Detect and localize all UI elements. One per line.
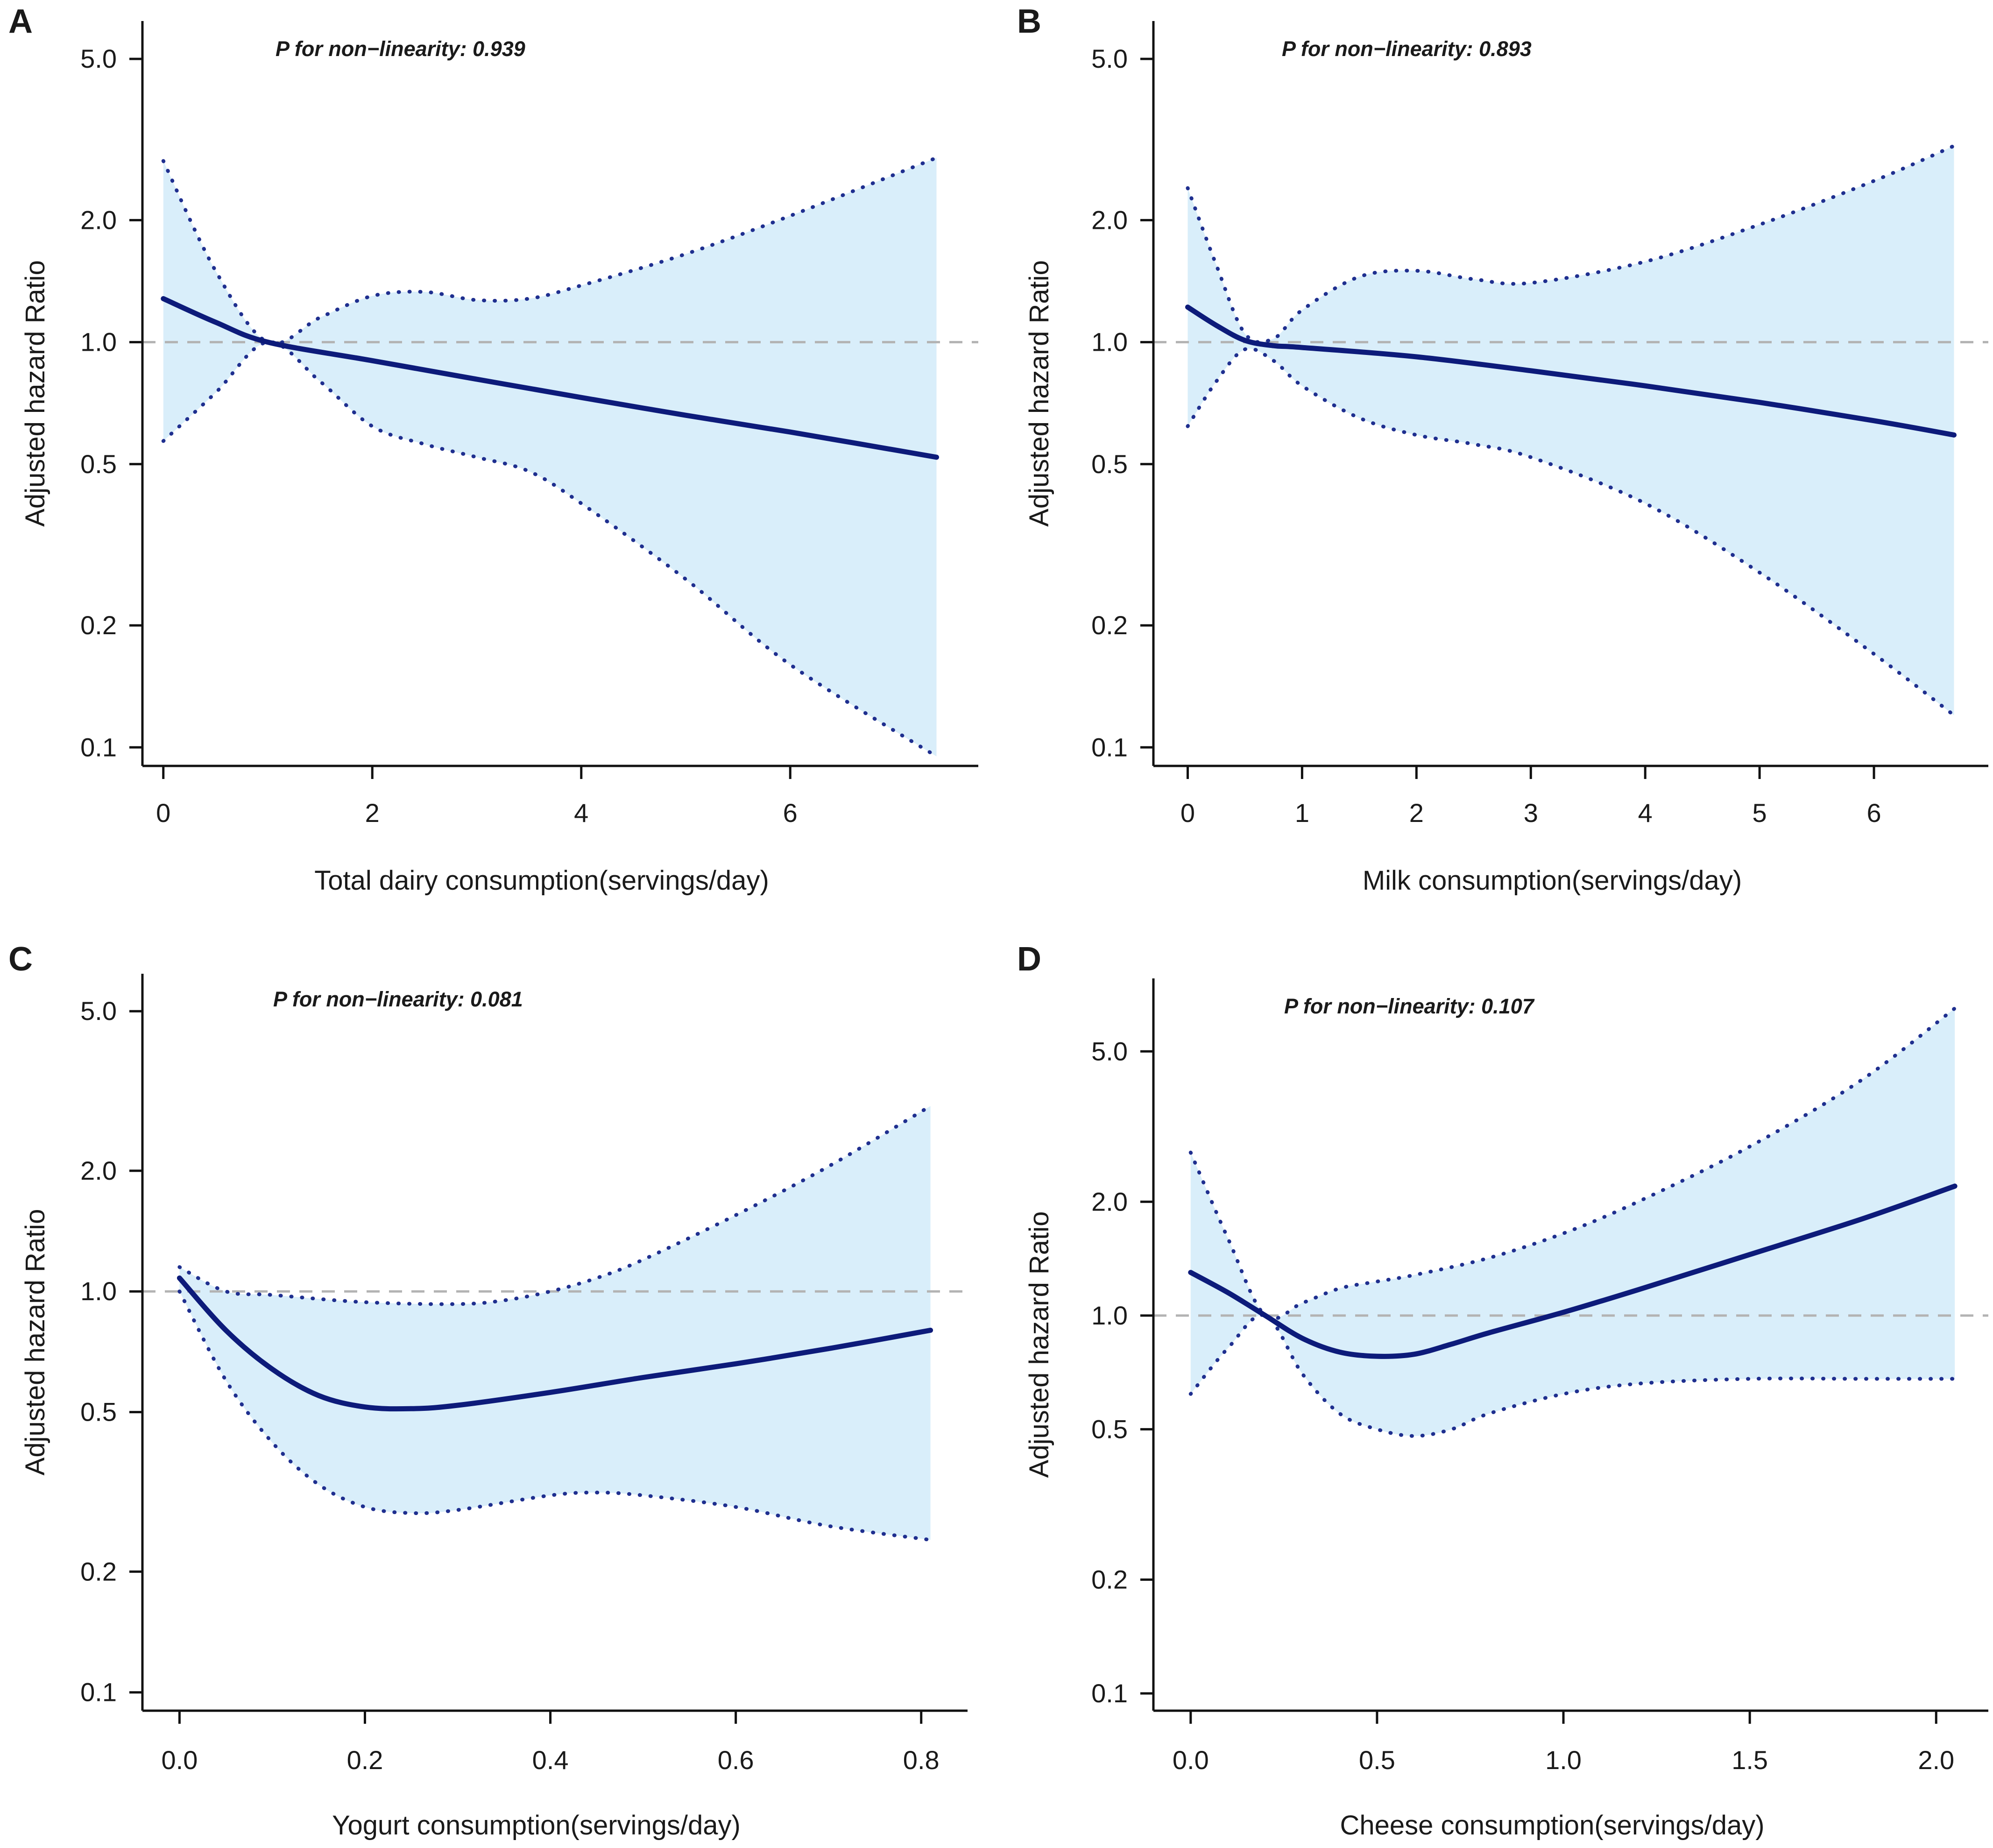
ci-lower-line — [177, 1289, 933, 1542]
y-tick-label: 2.0 — [1091, 205, 1128, 234]
y-tick-label: 0.2 — [80, 610, 117, 640]
x-tick-label: 2 — [365, 798, 380, 828]
x-tick-label: 4 — [1638, 798, 1653, 828]
y-tick-label: 0.1 — [1091, 732, 1128, 762]
x-axis-title: Cheese consumption(servings/day) — [1340, 1810, 1764, 1841]
ci-upper-line — [161, 156, 939, 346]
y-tick-label: 0.1 — [1091, 1678, 1128, 1708]
x-tick-label: 0.0 — [1173, 1745, 1209, 1775]
y-tick-label: 2.0 — [1091, 1187, 1128, 1216]
panel-letter: B — [1017, 3, 1041, 40]
x-tick-label: 6 — [783, 798, 798, 828]
ci-band — [163, 157, 937, 757]
ci-band — [1190, 1008, 1955, 1436]
y-tick-label: 0.5 — [1091, 449, 1128, 479]
p-nonlinearity-annotation: P for non−linearity: 0.893 — [1282, 37, 1532, 61]
p-nonlinearity-annotation: P for non−linearity: 0.107 — [1284, 994, 1535, 1018]
x-tick-label: 0 — [156, 798, 170, 828]
x-tick-label: 1.0 — [1545, 1745, 1582, 1775]
x-tick-label: 1 — [1295, 798, 1309, 828]
y-axis-title: Adjusted hazard Ratio — [1024, 260, 1054, 527]
x-tick-label: 5 — [1753, 798, 1767, 828]
x-tick-label: 3 — [1524, 798, 1538, 828]
y-tick-label: 0.2 — [1091, 610, 1128, 640]
ci-upper-line — [1186, 144, 1956, 344]
y-tick-label: 5.0 — [80, 996, 117, 1026]
panel-letter: D — [1017, 941, 1041, 978]
x-tick-label: 2 — [1409, 798, 1424, 828]
ci-band — [179, 1106, 931, 1540]
x-tick-label: 0.0 — [161, 1745, 198, 1775]
y-tick-label: 1.0 — [80, 327, 117, 357]
y-tick-label: 5.0 — [1091, 1036, 1128, 1066]
y-axis-title: Adjusted hazard Ratio — [1024, 1211, 1054, 1478]
x-axis-title: Milk consumption(servings/day) — [1363, 865, 1742, 896]
y-tick-label: 1.0 — [80, 1276, 117, 1306]
x-axis-title: Yogurt consumption(servings/day) — [332, 1810, 741, 1841]
y-tick-label: 0.5 — [1091, 1414, 1128, 1444]
estimate-line — [1188, 1183, 1958, 1359]
x-tick-label: 2.0 — [1918, 1745, 1954, 1775]
y-tick-label: 1.0 — [1091, 327, 1128, 357]
x-tick-label: 0 — [1180, 798, 1195, 828]
y-tick-label: 1.0 — [1091, 1301, 1128, 1330]
estimate-line — [1185, 304, 1957, 438]
ci-upper-line — [1188, 1006, 1957, 1321]
y-tick-label: 0.1 — [80, 732, 117, 762]
y-tick-label: 5.0 — [1091, 44, 1128, 73]
x-axis-title: Total dairy consumption(servings/day) — [314, 865, 769, 896]
y-tick-label: 0.2 — [1091, 1565, 1128, 1594]
y-tick-label: 2.0 — [80, 205, 117, 234]
x-tick-label: 0.8 — [903, 1745, 940, 1775]
x-tick-label: 0.2 — [347, 1745, 383, 1775]
ci-lower-line — [1186, 347, 1956, 717]
x-tick-label: 0.4 — [532, 1745, 569, 1775]
y-tick-label: 5.0 — [80, 44, 117, 73]
p-nonlinearity-annotation: P for non−linearity: 0.081 — [273, 987, 523, 1011]
y-tick-label: 0.1 — [80, 1678, 117, 1707]
y-tick-label: 0.5 — [80, 1397, 117, 1427]
estimate-line — [161, 296, 939, 460]
panel-a: 0.1 0.2 0.5 1.0 2.0 5.0 0 2 4 6 Total dairy consum… — [8, 3, 978, 896]
panel-b: 0.1 0.2 0.5 1.0 2.0 5.0 0 1 2 3 4 5 6 Milk consumptio… — [1017, 3, 1988, 896]
panel-d: 0.1 0.2 0.5 1.0 2.0 5.0 0.0 0.5 1.0 1.5 2.0 Cheese … — [1017, 941, 1988, 1841]
x-tick-label: 0.5 — [1359, 1745, 1395, 1775]
y-axis-title: Adjusted hazard Ratio — [20, 260, 50, 527]
x-tick-label: 6 — [1866, 798, 1881, 828]
x-tick-label: 4 — [574, 798, 588, 828]
ci-band — [1187, 146, 1954, 715]
x-tick-label: 1.5 — [1732, 1745, 1768, 1775]
y-tick-label: 0.2 — [80, 1557, 117, 1586]
x-tick-label: 0.6 — [718, 1745, 754, 1775]
panel-c: 0.1 0.2 0.5 1.0 2.0 5.0 0.0 0.2 0.4 0.6 0.8 Yogurt … — [8, 941, 968, 1841]
panel-letter: C — [8, 941, 33, 978]
y-tick-label: 0.5 — [80, 449, 117, 479]
p-nonlinearity-annotation: P for non−linearity: 0.939 — [276, 37, 525, 61]
y-axis-title: Adjusted hazard Ratio — [20, 1209, 50, 1476]
panel-letter: A — [8, 3, 33, 40]
y-tick-label: 2.0 — [80, 1156, 117, 1185]
estimate-line — [177, 1275, 933, 1412]
